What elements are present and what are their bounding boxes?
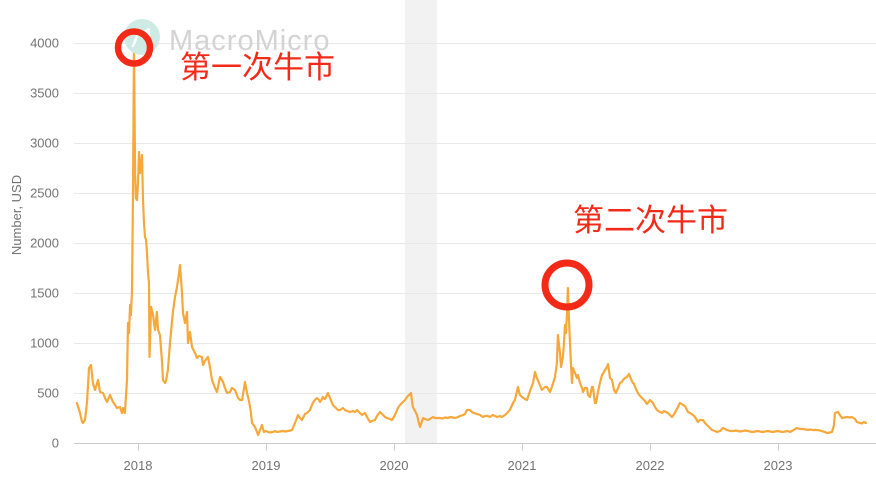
x-tick-labels-group: 2018 2019 2020 2021 2022 2023 xyxy=(124,458,793,473)
price-line-group xyxy=(75,46,868,437)
y-tick-label-500: 500 xyxy=(37,386,59,401)
recession-band-group xyxy=(405,0,437,443)
y-tick-label-3000: 3000 xyxy=(30,136,59,151)
bull-market-circle-2 xyxy=(541,259,593,311)
price-line-series xyxy=(75,46,868,437)
x-tick-label-2018: 2018 xyxy=(124,458,153,473)
bull-market-circle-1 xyxy=(114,28,154,67)
recession-band xyxy=(405,0,437,443)
x-tick-label-2021: 2021 xyxy=(508,458,537,473)
x-tick-label-2023: 2023 xyxy=(764,458,793,473)
y-tick-label-2000: 2000 xyxy=(30,236,59,251)
x-tick-label-2020: 2020 xyxy=(380,458,409,473)
y-tick-label-4000: 4000 xyxy=(30,36,59,51)
x-tick-label-2022: 2022 xyxy=(636,458,665,473)
y-tick-labels-group: 0 500 1000 1500 2000 2500 3000 3500 4000 xyxy=(30,36,59,451)
y-axis-title: Number, USD xyxy=(9,175,24,255)
bull-market-label-1: 第一次牛市 xyxy=(180,50,335,85)
y-tick-label-1500: 1500 xyxy=(30,286,59,301)
macromicro-logo-arrow-icon xyxy=(143,28,150,35)
bull-market-label-2: 第二次牛市 xyxy=(573,203,728,238)
y-tick-label-3500: 3500 xyxy=(30,86,59,101)
y-tick-label-2500: 2500 xyxy=(30,186,59,201)
y-tick-label-1000: 1000 xyxy=(30,336,59,351)
x-axis-group xyxy=(74,443,876,451)
gridlines-group xyxy=(74,43,876,444)
y-tick-label-0: 0 xyxy=(52,436,59,451)
x-tick-label-2019: 2019 xyxy=(252,458,281,473)
macromicro-watermark-text: MacroMicro xyxy=(169,25,330,57)
